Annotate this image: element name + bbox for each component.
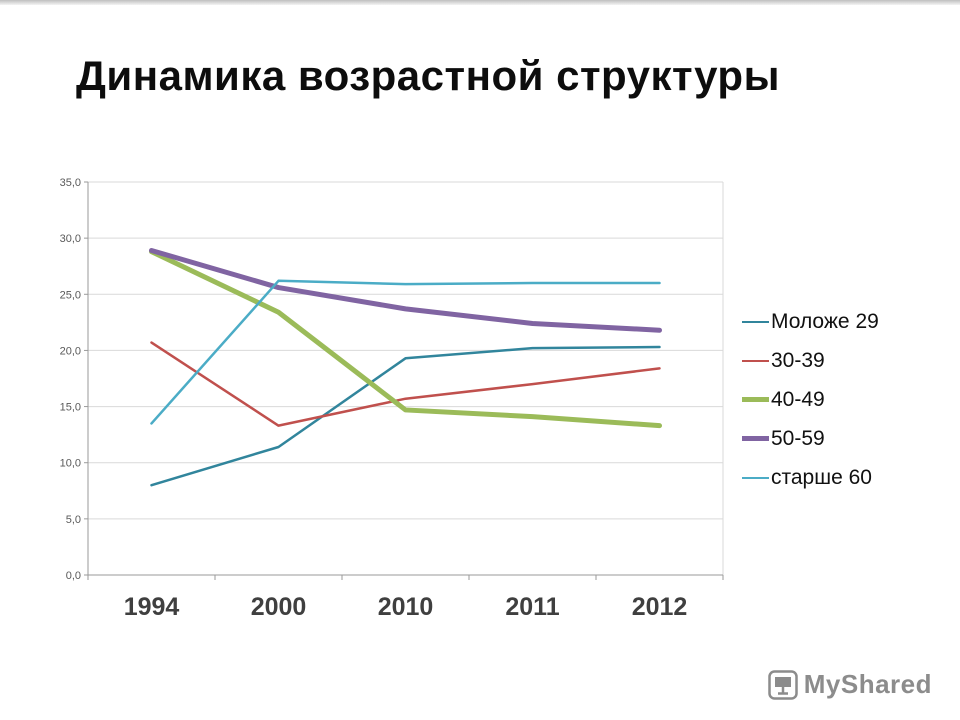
legend-label: 40-49 — [771, 387, 825, 411]
age-structure-chart: 0,0 5,0 10,0 15,0 20,0 25,0 30,0 35,0 1994 2000 20… — [38, 170, 728, 630]
legend-swatch — [742, 476, 769, 479]
series-line — [149, 247, 662, 333]
x-axis-label: 2012 — [632, 593, 688, 621]
legend-item: 40-49 — [742, 380, 952, 419]
y-axis-label: 10,0 — [60, 458, 81, 470]
x-axis-label: 2010 — [378, 593, 434, 621]
legend-label: 50-59 — [771, 426, 825, 450]
series-line — [150, 345, 661, 487]
myshared-logo-icon — [767, 669, 798, 700]
myshared-logo-text: MyShared — [803, 669, 932, 699]
y-axis-label: 20,0 — [60, 345, 81, 357]
series-line — [150, 279, 661, 425]
slide-top-border — [0, 0, 960, 5]
legend-label: Моложе 29 — [771, 309, 879, 333]
chart-canvas: 0,0 5,0 10,0 15,0 20,0 25,0 30,0 35,0 1994 2000 20… — [60, 177, 724, 621]
x-axis-label: 2011 — [505, 593, 559, 621]
legend-swatch — [742, 436, 769, 441]
x-axis-label: 1994 — [124, 593, 180, 621]
legend-label: 30-39 — [771, 348, 825, 372]
y-axis-label: 5,0 — [66, 514, 81, 526]
slide-title: Динамика возрастной структуры — [76, 52, 780, 99]
x-axis-label: 2000 — [251, 593, 307, 621]
myshared-logo[interactable]: MyShared — [767, 669, 932, 700]
chart-legend: Моложе 29 30-39 40-49 50-59 старше 60 — [742, 302, 952, 497]
legend-swatch — [742, 320, 769, 323]
legend-item: Моложе 29 — [742, 302, 952, 341]
legend-swatch — [742, 397, 769, 402]
series-line — [150, 341, 661, 427]
y-axis-label: 25,0 — [60, 289, 81, 301]
y-axis-label: 30,0 — [60, 233, 81, 245]
legend-label: старше 60 — [771, 465, 872, 489]
legend-item: 50-59 — [742, 419, 952, 458]
y-axis-label: 0,0 — [66, 570, 81, 582]
legend-item: 30-39 — [742, 341, 952, 380]
legend-item: старше 60 — [742, 458, 952, 497]
series-line — [149, 249, 662, 429]
y-axis-label: 15,0 — [60, 402, 81, 414]
y-axis-label: 35,0 — [60, 177, 81, 189]
legend-swatch — [742, 359, 769, 362]
